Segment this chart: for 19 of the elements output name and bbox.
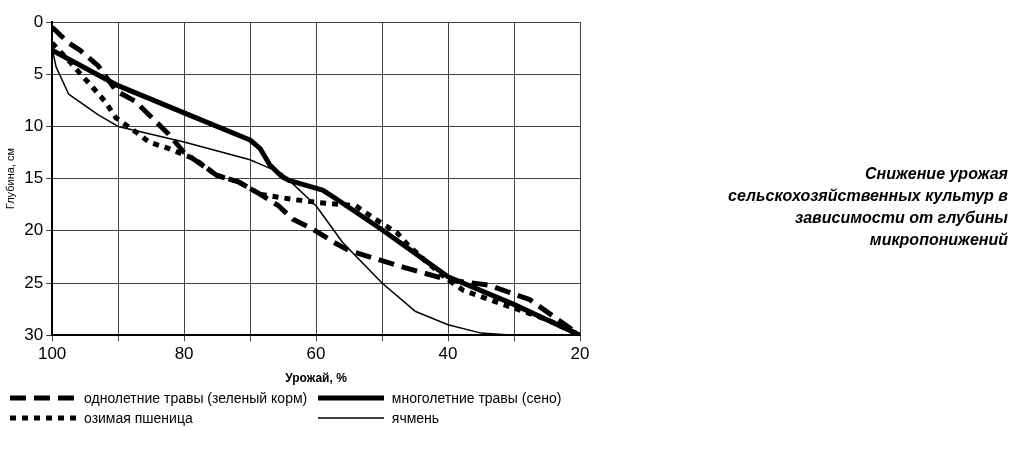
legend-label: ячмень [391,410,440,426]
y-tick-label: 5 [33,63,44,83]
x-tick-label: 20 [570,344,590,364]
y-tick-label: 15 [24,168,44,188]
x-tick-label: 100 [37,344,67,364]
y-tick-label: 25 [24,272,44,292]
y-tick-label: 30 [24,324,44,344]
y-tick-label: 0 [33,11,44,31]
x-tick-label: 40 [438,344,458,364]
x-tick-label: 80 [174,344,194,364]
legend-label: озимая пшеница [84,410,193,426]
y-tick-label: 20 [24,220,44,240]
legend-label: однолетние травы (зеленый корм) [84,390,308,406]
x-tick-label: 60 [306,344,326,364]
y-tick-label: 10 [24,116,44,136]
x-axis-title: Урожай, % [285,371,348,386]
y-axis-title: Глубина, см [3,148,16,210]
legend-label: многолетние травы (сено) [391,390,562,406]
text: Снижение урожая сельскохозяйственных культур в зависимости от глубины микропонижений [728,164,1008,250]
